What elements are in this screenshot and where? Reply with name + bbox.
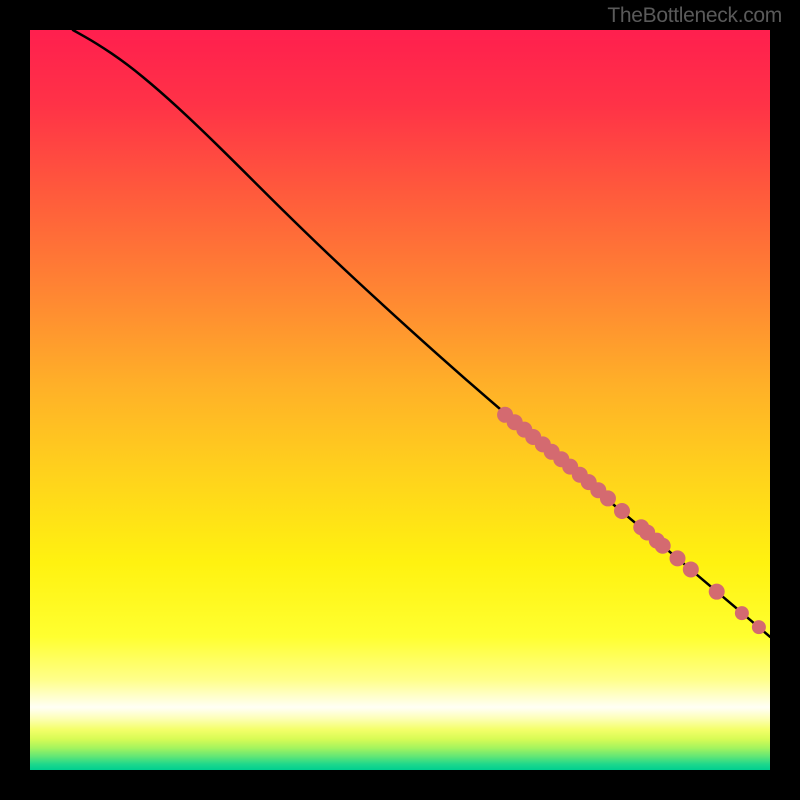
marker-point [752, 620, 766, 634]
marker-point [709, 584, 725, 600]
marker-point [683, 561, 699, 577]
marker-point [600, 490, 616, 506]
watermark-text: TheBottleneck.com [607, 4, 782, 28]
gradient-background [30, 30, 770, 770]
marker-point [655, 538, 671, 554]
marker-point [670, 550, 686, 566]
chart-container: TheBottleneck.com [0, 0, 800, 800]
chart-svg [30, 30, 770, 770]
marker-point [614, 503, 630, 519]
plot-area [30, 30, 770, 770]
marker-point [735, 606, 749, 620]
